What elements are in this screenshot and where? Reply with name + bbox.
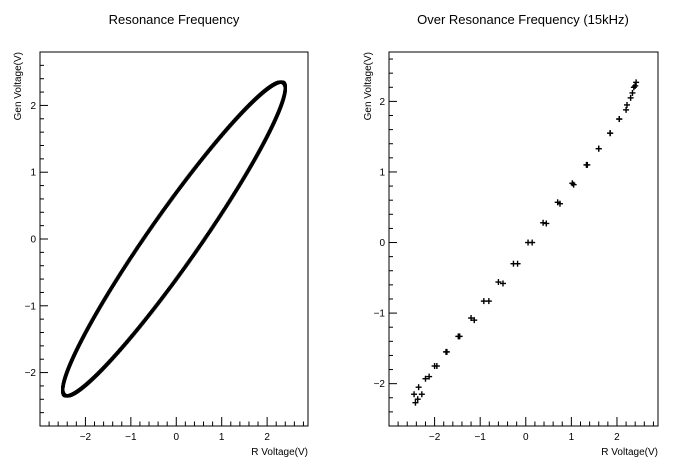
right-chart-title: Over Resonance Frequency (15kHz) [417,12,629,27]
right-x-tick-label: 1 [569,432,575,443]
left-panel: Resonance Frequency −2 −1 0 1 2 −2 −1 0 1 2 R Vo… [13,12,309,458]
plus-marker [510,260,517,267]
right-plot-frame [388,51,659,427]
right-x-ticks: −2 −1 0 1 2 [388,417,654,443]
left-y-tick-label: −2 [25,368,37,379]
plus-marker [455,333,462,340]
right-x-tick-label: 2 [614,432,620,443]
plus-marker [595,145,602,152]
plus-marker [415,384,422,391]
left-y-tick-label: 2 [30,101,36,112]
right-y-tick-label: 1 [379,167,385,178]
left-x-tick-label: −1 [125,432,137,443]
plus-marker [480,298,487,305]
left-chart-title: Resonance Frequency [109,12,240,27]
plus-marker [418,391,425,398]
plus-marker [623,101,630,108]
right-y-axis-label: Gen Voltage(V) [363,52,374,120]
right-y-tick-label: −1 [374,309,386,320]
left-data-loop [61,80,287,398]
plus-marker [433,363,440,370]
right-x-tick-label: −1 [474,432,486,443]
right-y-ticks: −2 −1 0 1 2 [374,58,397,427]
left-x-tick-label: 0 [173,432,179,443]
left-y-tick-label: 0 [30,235,36,246]
right-panel: Over Resonance Frequency (15kHz) −2 −1 0 1 2… [363,12,659,458]
right-y-tick-label: 0 [379,238,385,249]
right-x-axis-label: R Voltage(V) [601,447,658,458]
plus-marker [554,199,561,206]
plus-marker [495,279,502,286]
plus-marker [422,375,429,382]
plus-marker [499,280,506,287]
right-x-tick-label: 0 [523,432,529,443]
left-x-tick-label: 1 [219,432,225,443]
plus-marker [616,116,623,123]
plus-marker [543,220,550,227]
right-y-tick-label: 2 [379,97,385,108]
left-x-tick-label: −2 [80,432,92,443]
plus-marker [525,239,532,246]
plus-marker [583,161,590,168]
plus-marker [569,180,576,187]
right-y-tick-label: −2 [374,379,386,390]
plus-marker [629,89,636,96]
left-x-tick-label: 2 [264,432,270,443]
left-x-ticks: −2 −1 0 1 2 [39,417,304,443]
left-y-tick-label: −1 [25,301,37,312]
plus-marker [414,396,421,403]
left-y-ticks: −2 −1 0 1 2 [25,51,48,427]
plus-marker [632,82,639,89]
plus-marker [468,315,475,322]
loop-point [283,86,287,90]
left-x-axis-label: R Voltage(V) [251,447,308,458]
plus-marker [426,373,433,380]
right-data-points [411,79,640,406]
left-y-axis-label: Gen Voltage(V) [13,52,24,120]
plus-marker [485,298,492,305]
plus-marker [471,317,478,324]
plus-marker [623,106,630,113]
plus-marker [627,94,634,101]
plus-marker [633,79,640,86]
plus-marker [443,348,450,355]
plus-marker [607,130,614,137]
right-x-tick-label: −2 [429,432,441,443]
plus-marker [411,391,418,398]
plus-marker [540,219,547,226]
plus-marker [412,399,419,406]
left-y-tick-label: 1 [30,168,36,179]
